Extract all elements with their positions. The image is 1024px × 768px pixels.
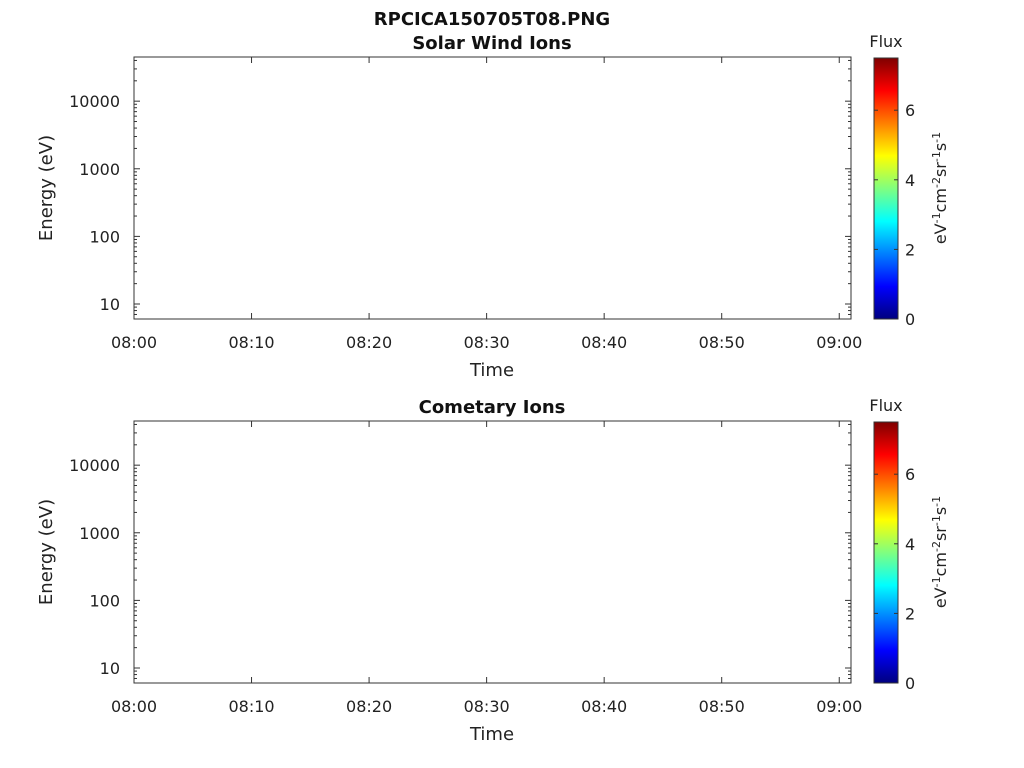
panel-title: Solar Wind Ions	[412, 33, 571, 54]
colorbar-tick-label: 2	[905, 240, 915, 259]
x-tick-label: 08:50	[699, 333, 745, 352]
solar-wind-panel: Solar Wind Ions 08:00 08:10 08:20 08:30 08:4…	[36, 32, 951, 381]
colorbar-ticks: 0 2 4 6	[874, 101, 915, 329]
plot-frame	[133, 56, 852, 320]
figure-title: RPCICA150705T08.PNG	[374, 9, 610, 30]
cometary-panel: Cometary Ions 08:00 08:10 08:20 08:30 08:40 0…	[36, 396, 950, 745]
x-tick-label: 08:10	[228, 333, 274, 352]
x-tick-label: 09:00	[816, 333, 862, 352]
colorbar-title: Flux	[869, 32, 902, 51]
axes: 08:00 08:10 08:20 08:30 08:40 08:50 09:00 10 100…	[69, 57, 862, 352]
x-axis-label: Time	[469, 360, 514, 381]
y-tick-label: 10000	[69, 92, 120, 111]
y-tick-label: 10	[100, 295, 120, 314]
x-tick-label: 08:30	[464, 333, 510, 352]
x-tick-label: 08:40	[581, 333, 627, 352]
panel-title: Cometary Ions	[419, 397, 566, 418]
colorbar	[873, 57, 899, 320]
colorbar-unit: eV-1cm-2sr-1s-1	[930, 132, 951, 244]
y-axis-label: Energy (eV)	[36, 135, 57, 241]
colorbar-tick-label: 0	[905, 310, 915, 329]
colorbar-tick-label: 6	[905, 101, 915, 120]
y-tick-label: 1000	[79, 160, 120, 179]
colorbar-tick-label: 4	[905, 171, 915, 190]
x-tick-label: 08:00	[111, 333, 157, 352]
y-tick-label: 100	[89, 227, 120, 246]
x-tick-label: 08:20	[346, 333, 392, 352]
